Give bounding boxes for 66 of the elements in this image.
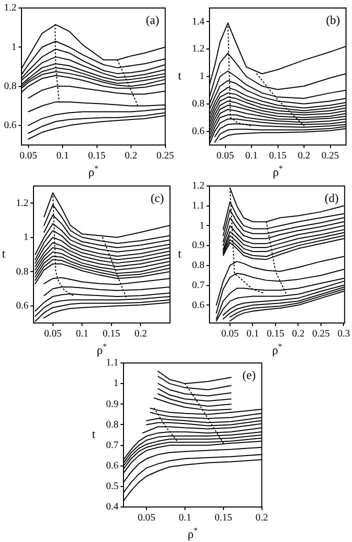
- x-tick-label: 0.05: [138, 512, 156, 524]
- y-tick-label: 1.2: [4, 2, 16, 14]
- x-tick-label: 0.25: [156, 150, 174, 162]
- y-tick-label: 1.2: [16, 198, 28, 209]
- annotation: (d): [324, 191, 339, 205]
- y-tick-label: 0.7: [106, 440, 118, 451]
- y-axis-title: t: [178, 68, 182, 83]
- y-tick-label: 1: [12, 42, 16, 53]
- annotation: (e): [242, 368, 256, 382]
- x-tick-label: 0.05: [44, 328, 62, 340]
- y-tick-label: 0.7: [192, 280, 204, 291]
- x-tick-label: 0.15: [88, 150, 106, 162]
- y-tick-label: 0.8: [192, 260, 204, 272]
- x-tick-label: 0.1: [56, 150, 69, 162]
- y-tick-label: 0.6: [4, 120, 16, 132]
- x-tick-label: 0.2: [298, 150, 310, 162]
- x-tick-label: 0.15: [102, 328, 120, 340]
- y-tick-label: 0.6: [106, 460, 118, 472]
- y-tick-label: 0.5: [106, 481, 118, 492]
- y-tick-label: 1.1: [106, 358, 118, 369]
- y-axis-title: t: [2, 246, 6, 261]
- x-axis-title: ρ*: [272, 342, 282, 357]
- y-tick-label: 0.8: [4, 80, 16, 92]
- x-tick-label: 0.05: [216, 150, 234, 162]
- y-tick-label: 0.8: [16, 266, 28, 278]
- x-tick-label: 0.25: [312, 328, 330, 340]
- x-tick-label: 0.3: [337, 328, 350, 340]
- x-tick-label: 0.05: [20, 150, 38, 162]
- x-axis-title: ρ*: [88, 164, 98, 179]
- x-tick-label: 0.2: [292, 328, 304, 340]
- y-tick-label: 0.9: [192, 240, 204, 252]
- x-tick-label: 0.2: [134, 328, 147, 340]
- y-tick-label: 0.6: [192, 126, 204, 137]
- y-tick-label: 1.4: [192, 16, 204, 28]
- x-tick-label: 0.25: [322, 150, 339, 162]
- x-axis-title: ρ*: [272, 164, 283, 179]
- y-tick-label: 1.2: [192, 180, 204, 192]
- annotation: (c): [150, 191, 164, 205]
- x-tick-label: 0.1: [246, 328, 259, 340]
- y-tick-label: 0.6: [192, 300, 204, 311]
- y-axis-title: t: [178, 246, 182, 261]
- x-tick-label: 0.2: [124, 150, 138, 162]
- x-axis-title: ρ*: [96, 342, 107, 357]
- x-tick-label: 0.1: [178, 512, 192, 524]
- y-tick-label: 0.8: [106, 419, 118, 430]
- y-tick-label: 0.9: [106, 398, 118, 410]
- y-tick-label: 1.1: [192, 200, 204, 212]
- x-tick-label: 0.15: [269, 150, 286, 162]
- x-tick-label: 0.15: [266, 328, 284, 340]
- y-tick-label: 0.6: [16, 300, 28, 312]
- x-tick-label: 0.05: [221, 328, 239, 340]
- y-tick-label: 1: [200, 220, 204, 232]
- annotation: (b): [326, 13, 340, 27]
- x-axis-title: ρ*: [188, 526, 198, 541]
- annotation: (a): [146, 13, 160, 27]
- x-tick-label: 0.15: [214, 512, 232, 524]
- y-axis-title: t: [92, 427, 96, 442]
- y-tick-label: 0.8: [192, 98, 204, 110]
- y-tick-label: 1.2: [192, 44, 204, 55]
- y-tick-label: 1: [114, 378, 118, 390]
- y-tick-label: 1: [24, 232, 28, 243]
- x-tick-label: 0.1: [76, 328, 88, 340]
- y-tick-label: 1: [200, 71, 204, 82]
- x-tick-label: 0.2: [256, 512, 268, 524]
- x-tick-label: 0.1: [245, 150, 258, 162]
- y-tick-label: 0.4: [106, 502, 118, 513]
